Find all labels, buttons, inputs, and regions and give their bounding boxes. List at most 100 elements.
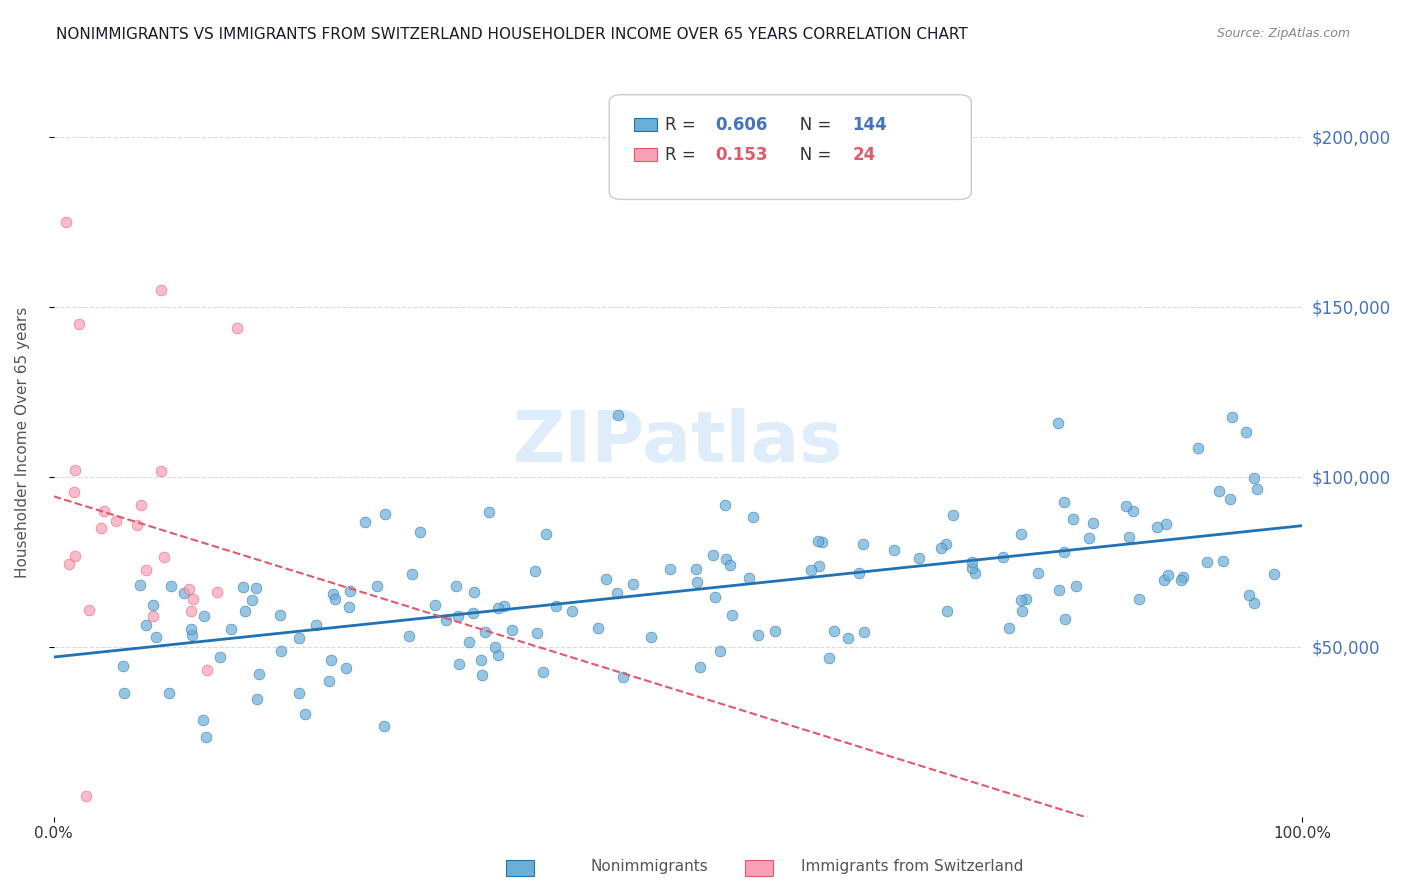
Nonimmigrants [409, 525, 432, 540]
Nonimmigrants [401, 566, 423, 581]
Immigrants from Switzerland [180, 605, 202, 619]
Nonimmigrants [1219, 491, 1241, 506]
Nonimmigrants [1173, 569, 1195, 583]
Immigrants from Switzerland [149, 464, 172, 478]
Nonimmigrants [742, 510, 765, 524]
Nonimmigrants [471, 667, 494, 681]
Nonimmigrants [807, 533, 830, 548]
Nonimmigrants [1208, 484, 1230, 499]
Nonimmigrants [704, 591, 727, 605]
Nonimmigrants [240, 592, 263, 607]
Nonimmigrants [1053, 612, 1076, 626]
Nonimmigrants [1077, 532, 1099, 546]
Nonimmigrants [398, 629, 420, 643]
Nonimmigrants [1246, 483, 1268, 497]
Nonimmigrants [837, 632, 859, 646]
Immigrants from Switzerland [55, 214, 77, 228]
Nonimmigrants [991, 550, 1014, 565]
Nonimmigrants [1157, 568, 1180, 582]
Nonimmigrants [1146, 520, 1168, 534]
Nonimmigrants [718, 558, 741, 573]
Immigrants from Switzerland [90, 521, 112, 535]
Nonimmigrants [339, 584, 361, 599]
Nonimmigrants [470, 653, 492, 667]
Immigrants from Switzerland [75, 789, 97, 803]
Nonimmigrants [501, 623, 523, 637]
Nonimmigrants [321, 653, 343, 667]
Nonimmigrants [929, 541, 952, 555]
Nonimmigrants [853, 624, 876, 639]
Nonimmigrants [747, 628, 769, 642]
Nonimmigrants [1081, 516, 1104, 530]
Nonimmigrants [208, 649, 231, 664]
Immigrants from Switzerland [67, 317, 90, 331]
Nonimmigrants [247, 666, 270, 681]
Nonimmigrants [738, 571, 761, 585]
Text: Nonimmigrants: Nonimmigrants [591, 859, 709, 874]
Nonimmigrants [145, 630, 167, 644]
Immigrants from Switzerland [153, 549, 176, 564]
Text: 0.153: 0.153 [716, 145, 768, 163]
Nonimmigrants [135, 617, 157, 632]
Nonimmigrants [1053, 494, 1076, 508]
Nonimmigrants [232, 580, 254, 594]
Nonimmigrants [716, 551, 738, 566]
Immigrants from Switzerland [79, 603, 101, 617]
Nonimmigrants [423, 598, 446, 612]
Nonimmigrants [1046, 416, 1069, 430]
Nonimmigrants [1154, 516, 1177, 531]
Nonimmigrants [800, 564, 823, 578]
Nonimmigrants [1170, 573, 1192, 587]
Nonimmigrants [998, 621, 1021, 635]
Nonimmigrants [288, 631, 311, 645]
Immigrants from Switzerland [63, 485, 86, 500]
Nonimmigrants [434, 613, 457, 627]
Nonimmigrants [195, 730, 218, 744]
Nonimmigrants [1239, 588, 1261, 602]
Immigrants from Switzerland [142, 609, 165, 624]
Nonimmigrants [962, 555, 984, 569]
Nonimmigrants [354, 516, 377, 530]
Nonimmigrants [1053, 545, 1076, 559]
Nonimmigrants [908, 550, 931, 565]
Nonimmigrants [714, 498, 737, 512]
FancyBboxPatch shape [634, 118, 657, 131]
Nonimmigrants [606, 586, 628, 600]
Nonimmigrants [173, 586, 195, 600]
Text: Source: ZipAtlas.com: Source: ZipAtlas.com [1216, 27, 1350, 40]
Nonimmigrants [318, 674, 340, 689]
Nonimmigrants [702, 548, 724, 562]
Nonimmigrants [159, 579, 181, 593]
Text: R =: R = [665, 145, 707, 163]
Nonimmigrants [323, 592, 346, 607]
Nonimmigrants [494, 599, 516, 613]
Nonimmigrants [1197, 555, 1219, 569]
Nonimmigrants [1047, 582, 1070, 597]
FancyBboxPatch shape [634, 148, 657, 161]
Text: N =: N = [785, 116, 837, 134]
Nonimmigrants [709, 644, 731, 658]
Nonimmigrants [461, 606, 484, 620]
Nonimmigrants [763, 624, 786, 639]
Nonimmigrants [1212, 554, 1234, 568]
Nonimmigrants [1187, 441, 1209, 455]
Nonimmigrants [807, 559, 830, 574]
Nonimmigrants [534, 527, 557, 541]
Nonimmigrants [1011, 604, 1033, 618]
Nonimmigrants [373, 719, 395, 733]
Nonimmigrants [935, 537, 957, 551]
FancyBboxPatch shape [609, 95, 972, 200]
Nonimmigrants [180, 622, 202, 636]
Nonimmigrants [219, 622, 242, 636]
Immigrants from Switzerland [127, 518, 149, 533]
Nonimmigrants [1263, 566, 1285, 581]
Nonimmigrants [612, 670, 634, 684]
Nonimmigrants [484, 640, 506, 654]
Nonimmigrants [245, 581, 267, 595]
Text: N =: N = [785, 145, 837, 163]
Nonimmigrants [689, 660, 711, 674]
Immigrants from Switzerland [179, 582, 201, 596]
Nonimmigrants [444, 579, 467, 593]
Nonimmigrants [1015, 591, 1038, 606]
Nonimmigrants [544, 599, 567, 613]
